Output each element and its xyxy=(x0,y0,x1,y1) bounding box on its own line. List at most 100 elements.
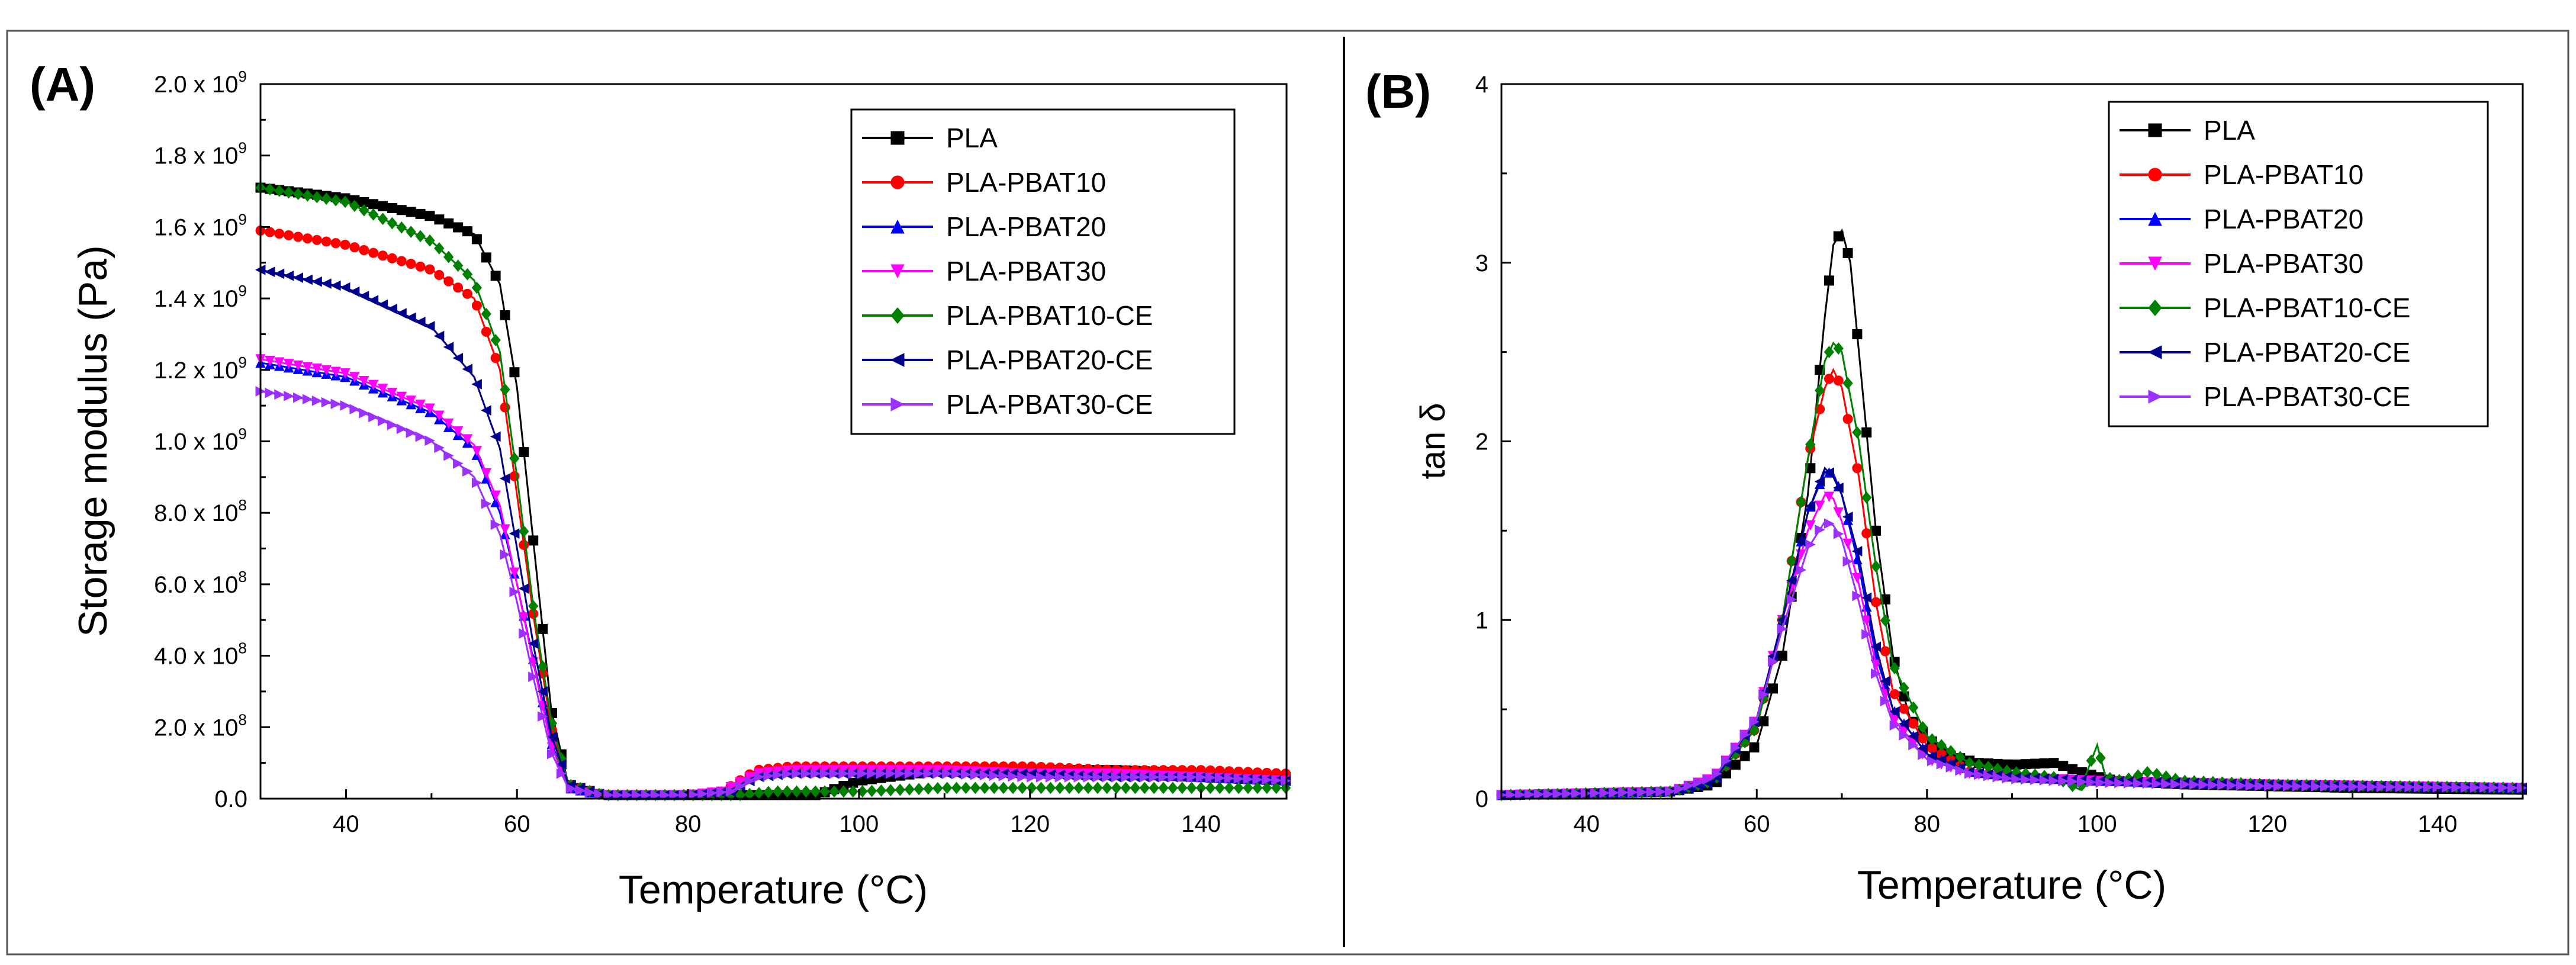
data-point xyxy=(396,308,407,319)
data-point xyxy=(311,191,322,204)
y-tick-exponent: 9 xyxy=(238,67,246,85)
data-point xyxy=(321,365,332,376)
data-point xyxy=(500,383,510,396)
data-point xyxy=(406,259,416,269)
panel-b-x-label: Temperature (°C) xyxy=(1857,863,2166,908)
data-point xyxy=(452,352,464,364)
data-point xyxy=(1899,730,1910,741)
data-point xyxy=(857,768,868,779)
data-point xyxy=(2461,782,2471,793)
data-point xyxy=(1936,739,1947,752)
data-point xyxy=(763,770,774,781)
data-point xyxy=(1842,556,1854,567)
legend-label: PLA-PBAT10-CE xyxy=(2204,292,2410,323)
data-point xyxy=(434,410,445,422)
y-tick-label: 1.6 x 10 xyxy=(154,214,238,240)
data-point xyxy=(1252,774,1263,785)
data-point xyxy=(1861,592,1872,603)
data-point xyxy=(829,768,840,779)
data-point xyxy=(1035,781,1047,794)
data-point xyxy=(2058,761,2069,771)
data-point xyxy=(1842,512,1853,522)
legend-label: PLA xyxy=(946,123,998,153)
data-point xyxy=(302,394,313,405)
data-point xyxy=(1543,789,1554,800)
data-point xyxy=(613,790,623,800)
data-point xyxy=(1045,771,1056,783)
legend-item: PLA-PBAT30 xyxy=(2120,248,2363,279)
data-point xyxy=(378,250,388,261)
data-point xyxy=(678,790,689,800)
data-point xyxy=(1186,771,1197,783)
series-pla-pbat30-ce xyxy=(255,386,1291,800)
data-point xyxy=(1590,787,1601,799)
data-point xyxy=(2048,758,2059,768)
data-point xyxy=(274,229,285,239)
data-point xyxy=(518,583,529,594)
data-point xyxy=(1224,773,1235,784)
data-point xyxy=(462,434,473,445)
data-point xyxy=(2086,777,2097,788)
data-point xyxy=(415,399,426,410)
data-point xyxy=(1562,788,1572,799)
data-point xyxy=(1908,731,1919,742)
data-point xyxy=(1889,689,1900,699)
data-point xyxy=(716,787,727,798)
data-point xyxy=(471,446,483,456)
data-point xyxy=(1102,781,1112,794)
y-tick-label: 0 xyxy=(1475,786,1488,812)
data-point xyxy=(819,785,830,798)
data-point xyxy=(1524,789,1535,800)
data-point xyxy=(2039,758,2050,768)
data-point xyxy=(829,785,840,798)
data-point xyxy=(453,458,464,469)
legend-marker xyxy=(2148,390,2163,404)
legend-marker xyxy=(890,397,905,411)
data-point xyxy=(1683,780,1694,792)
legend-item: PLA-PBAT20-CE xyxy=(2120,337,2410,368)
data-point xyxy=(951,781,962,794)
data-point xyxy=(292,272,304,283)
data-point xyxy=(1889,706,1900,717)
data-point xyxy=(1111,781,1122,794)
data-point xyxy=(1073,781,1084,794)
data-point xyxy=(773,785,783,798)
data-point xyxy=(1186,781,1197,794)
data-point xyxy=(377,213,388,226)
legend-marker xyxy=(890,307,905,324)
legend-item: PLA xyxy=(862,123,998,153)
data-point xyxy=(1786,555,1797,568)
data-point xyxy=(1842,247,1853,258)
data-point xyxy=(1880,696,1891,707)
data-point xyxy=(1252,781,1263,794)
data-point xyxy=(518,612,529,623)
data-point xyxy=(782,768,793,780)
data-point xyxy=(311,234,322,245)
data-point xyxy=(1814,384,1825,397)
data-point xyxy=(1506,789,1516,800)
data-point xyxy=(1955,765,1966,776)
data-point xyxy=(1139,771,1150,783)
data-point xyxy=(2273,781,2284,792)
data-point xyxy=(1149,771,1160,783)
data-point xyxy=(311,276,322,287)
series-pla-pbat30-ce xyxy=(1496,518,2527,800)
data-point xyxy=(1927,755,1938,767)
data-point xyxy=(1627,787,1638,798)
data-point xyxy=(1149,781,1159,794)
data-point xyxy=(2498,782,2509,793)
data-point xyxy=(2133,778,2144,789)
data-point xyxy=(2161,779,2172,790)
data-point xyxy=(519,628,529,639)
data-point xyxy=(2021,774,2031,785)
data-point xyxy=(1120,771,1131,783)
legend-label: PLA-PBAT30-CE xyxy=(946,389,1153,420)
data-point xyxy=(387,304,397,314)
data-point xyxy=(838,785,849,798)
data-point xyxy=(284,186,294,199)
data-point xyxy=(1805,539,1816,550)
data-point xyxy=(462,364,472,375)
data-point xyxy=(575,785,586,796)
data-point xyxy=(1833,375,1844,386)
data-point xyxy=(2236,780,2247,791)
